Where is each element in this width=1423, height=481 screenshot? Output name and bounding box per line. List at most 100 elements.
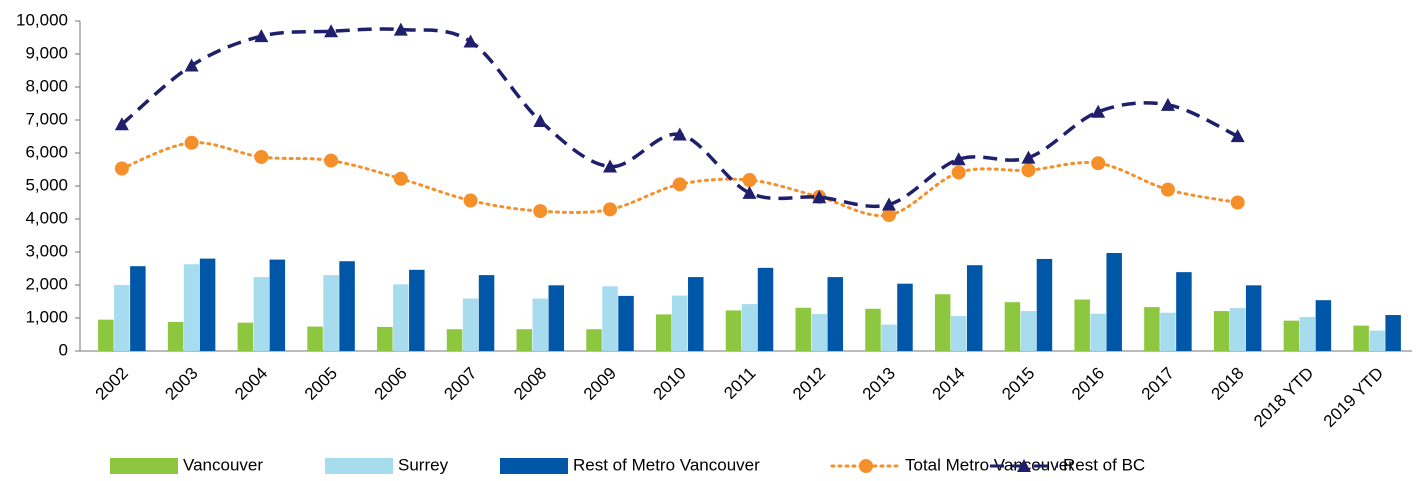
marker bbox=[533, 204, 548, 219]
marker bbox=[1160, 182, 1175, 197]
bar bbox=[409, 269, 425, 351]
y-tick-label: 10,000 bbox=[16, 10, 68, 29]
x-tick-label: 2009 bbox=[580, 364, 620, 404]
y-tick-label: 6,000 bbox=[25, 142, 68, 161]
marker bbox=[951, 165, 966, 180]
legend-swatch bbox=[500, 458, 568, 474]
bar bbox=[1283, 320, 1300, 351]
x-tick-label: 2007 bbox=[440, 364, 480, 404]
bar bbox=[586, 329, 602, 351]
marker bbox=[1021, 150, 1036, 164]
bar bbox=[672, 295, 688, 351]
marker bbox=[324, 153, 339, 168]
y-tick-label: 5,000 bbox=[25, 175, 68, 194]
bar bbox=[1385, 315, 1401, 351]
marker bbox=[1230, 195, 1245, 210]
x-tick-label: 2018 bbox=[1207, 364, 1247, 404]
bar bbox=[865, 308, 881, 351]
bar bbox=[1353, 325, 1369, 351]
marker bbox=[254, 149, 269, 164]
bar bbox=[377, 326, 393, 351]
x-tick-label: 2008 bbox=[510, 364, 550, 404]
marker bbox=[1091, 104, 1106, 118]
x-tick-label: 2013 bbox=[859, 364, 899, 404]
marker bbox=[324, 24, 339, 38]
bar bbox=[618, 295, 634, 351]
legend-swatch bbox=[325, 458, 393, 474]
bar bbox=[462, 298, 479, 351]
marker bbox=[1091, 156, 1106, 171]
bar bbox=[1245, 285, 1262, 351]
bar bbox=[183, 264, 200, 351]
bar bbox=[98, 319, 114, 351]
marker bbox=[1021, 163, 1036, 178]
marker bbox=[951, 152, 966, 166]
x-tick-label: 2005 bbox=[301, 364, 341, 404]
bar bbox=[966, 265, 983, 351]
x-tick-label: 2018 YTD bbox=[1250, 364, 1317, 431]
marker bbox=[881, 197, 896, 211]
marker bbox=[114, 117, 129, 131]
x-tick-label: 2012 bbox=[789, 364, 829, 404]
marker bbox=[184, 135, 199, 150]
bar bbox=[1176, 272, 1192, 351]
marker bbox=[533, 113, 548, 127]
bar bbox=[339, 261, 355, 351]
y-tick-label: 2,000 bbox=[25, 274, 68, 293]
marker bbox=[254, 29, 269, 43]
bar bbox=[881, 324, 897, 351]
x-tick-label: 2010 bbox=[650, 364, 690, 404]
bar bbox=[1315, 300, 1332, 351]
y-tick-label: 3,000 bbox=[25, 241, 68, 260]
bar bbox=[307, 326, 323, 351]
marker bbox=[742, 173, 757, 188]
x-tick-label: 2006 bbox=[371, 364, 411, 404]
marker bbox=[812, 190, 827, 204]
bar bbox=[741, 304, 758, 351]
bar bbox=[237, 322, 254, 351]
y-tick-label: 7,000 bbox=[25, 109, 68, 128]
marker bbox=[1230, 129, 1245, 143]
bar bbox=[269, 259, 286, 351]
legend-label: Vancouver bbox=[183, 455, 263, 474]
bar bbox=[393, 284, 409, 351]
bar bbox=[114, 285, 130, 351]
bar bbox=[725, 310, 742, 351]
bar bbox=[1299, 317, 1316, 351]
bar bbox=[1004, 302, 1021, 351]
bar bbox=[656, 314, 672, 351]
bar bbox=[1160, 312, 1176, 351]
bar bbox=[548, 285, 565, 351]
bar bbox=[827, 277, 843, 351]
marker bbox=[463, 34, 478, 48]
bar bbox=[1074, 299, 1090, 351]
bar bbox=[934, 294, 951, 351]
x-tick-label: 2003 bbox=[161, 364, 201, 404]
bar bbox=[1369, 330, 1385, 351]
x-tick-label: 2002 bbox=[92, 364, 132, 404]
bar bbox=[811, 314, 827, 351]
marker bbox=[881, 208, 896, 223]
bar bbox=[1090, 313, 1106, 351]
x-tick-label: 2016 bbox=[1068, 364, 1108, 404]
bar bbox=[950, 316, 967, 351]
bar bbox=[1229, 308, 1246, 351]
y-tick-label: 4,000 bbox=[25, 208, 68, 227]
bar bbox=[1020, 311, 1037, 351]
marker bbox=[114, 161, 129, 176]
bar bbox=[130, 266, 146, 351]
bar bbox=[688, 277, 704, 351]
x-tick-label: 2011 bbox=[720, 364, 759, 403]
bar bbox=[757, 267, 774, 351]
y-tick-label: 9,000 bbox=[25, 43, 68, 62]
bar bbox=[1144, 307, 1160, 351]
bar bbox=[1036, 258, 1053, 351]
marker bbox=[603, 159, 618, 173]
bar bbox=[167, 321, 184, 351]
legend-label: Rest of Metro Vancouver bbox=[573, 455, 760, 474]
x-tick-label: 2015 bbox=[998, 364, 1038, 404]
bar bbox=[532, 298, 549, 351]
y-tick-label: 0 bbox=[59, 340, 68, 359]
bar bbox=[199, 258, 216, 351]
